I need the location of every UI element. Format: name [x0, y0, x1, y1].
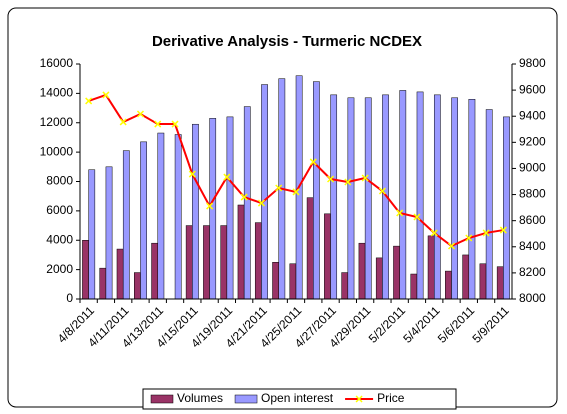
- price-marker: [344, 178, 352, 186]
- y2-tick-label: 8400: [519, 239, 546, 253]
- price-marker: [240, 193, 248, 201]
- bar: [410, 273, 418, 300]
- y-tick-label: 6000: [46, 203, 73, 217]
- bar: [261, 84, 268, 300]
- price-marker: [206, 202, 214, 210]
- bar: [122, 150, 130, 300]
- y2-tick-label: 8600: [519, 213, 546, 227]
- bar: [134, 272, 141, 300]
- price-marker: [378, 187, 386, 195]
- bar: [243, 106, 251, 300]
- bar: [272, 262, 279, 300]
- bar: [192, 123, 199, 300]
- y-tick-label: 0: [66, 291, 73, 305]
- price-marker: [257, 199, 265, 207]
- y-tick-label: 10000: [40, 144, 74, 158]
- bar: [330, 94, 338, 300]
- bar: [237, 204, 245, 300]
- price-marker: [396, 209, 404, 217]
- bar: [468, 99, 476, 300]
- bar: [82, 240, 89, 300]
- y2-tick-label: 8200: [519, 265, 546, 279]
- price-marker: [309, 158, 317, 166]
- legend-marker: [355, 395, 363, 403]
- bar: [116, 248, 124, 300]
- bar: [445, 270, 452, 300]
- legend-swatch: [234, 394, 258, 404]
- bar: [485, 109, 493, 300]
- bar: [226, 116, 234, 300]
- y2-tick-label: 9200: [519, 135, 546, 149]
- price-marker: [119, 118, 127, 126]
- price-marker: [85, 97, 93, 105]
- legend-label: Volumes: [177, 391, 223, 405]
- y-tick-label: 4000: [46, 232, 73, 246]
- bar: [347, 97, 355, 300]
- price-marker: [499, 226, 507, 234]
- bar: [341, 272, 349, 300]
- bar: [462, 254, 470, 300]
- bar: [393, 245, 400, 300]
- bar: [416, 91, 424, 300]
- bar: [324, 213, 331, 300]
- y-tick-label: 16000: [40, 56, 74, 70]
- bar: [433, 94, 441, 300]
- y2-tick-label: 8000: [519, 291, 546, 305]
- bar: [105, 166, 113, 300]
- bar: [140, 141, 147, 300]
- y2-tick-label: 9400: [519, 108, 546, 122]
- y2-tick-label: 8800: [519, 187, 546, 201]
- legend-swatch: [150, 394, 174, 404]
- price-marker: [188, 170, 196, 178]
- price-marker: [465, 234, 473, 242]
- bar: [496, 266, 504, 300]
- bar: [451, 97, 458, 300]
- price-marker: [361, 174, 369, 182]
- price-marker: [292, 188, 300, 196]
- bar: [358, 242, 366, 300]
- bar: [203, 225, 210, 300]
- price-marker: [430, 229, 438, 237]
- bar: [88, 169, 96, 300]
- bar: [99, 267, 107, 300]
- legend-label: Price: [377, 391, 405, 405]
- y-tick-label: 8000: [46, 174, 73, 188]
- price-marker: [482, 229, 490, 237]
- bar: [289, 263, 297, 300]
- bar: [151, 242, 159, 300]
- price-marker: [171, 120, 179, 128]
- bar: [220, 225, 228, 300]
- chart-title: Derivative Analysis - Turmeric NCDEX: [152, 33, 422, 50]
- y-tick-label: 2000: [46, 262, 73, 276]
- y-tick-label: 14000: [40, 86, 74, 100]
- y2-tick-label: 9800: [519, 56, 546, 70]
- price-marker: [136, 110, 145, 118]
- legend: Volumes Open interest Price: [142, 388, 457, 410]
- price-marker: [275, 184, 283, 192]
- price-marker: [447, 242, 456, 250]
- bar: [364, 97, 372, 300]
- bar: [375, 257, 383, 300]
- legend-label: Open interest: [261, 391, 334, 405]
- y2-tick-label: 9600: [519, 82, 546, 96]
- bar: [254, 222, 262, 300]
- bar: [399, 90, 407, 300]
- price-marker: [223, 173, 231, 181]
- bar: [313, 81, 320, 300]
- bar: [306, 197, 314, 300]
- bar: [503, 116, 510, 300]
- price-marker: [154, 120, 162, 128]
- y-tick-label: 12000: [40, 115, 74, 129]
- bar: [174, 134, 182, 300]
- price-marker: [413, 213, 421, 221]
- price-marker: [102, 91, 110, 99]
- legend-box: [142, 388, 457, 410]
- bar: [427, 235, 435, 300]
- price-marker: [327, 175, 335, 183]
- y2-tick-label: 9000: [519, 161, 546, 175]
- bar: [479, 263, 487, 300]
- bar: [185, 225, 193, 300]
- bar: [157, 132, 165, 300]
